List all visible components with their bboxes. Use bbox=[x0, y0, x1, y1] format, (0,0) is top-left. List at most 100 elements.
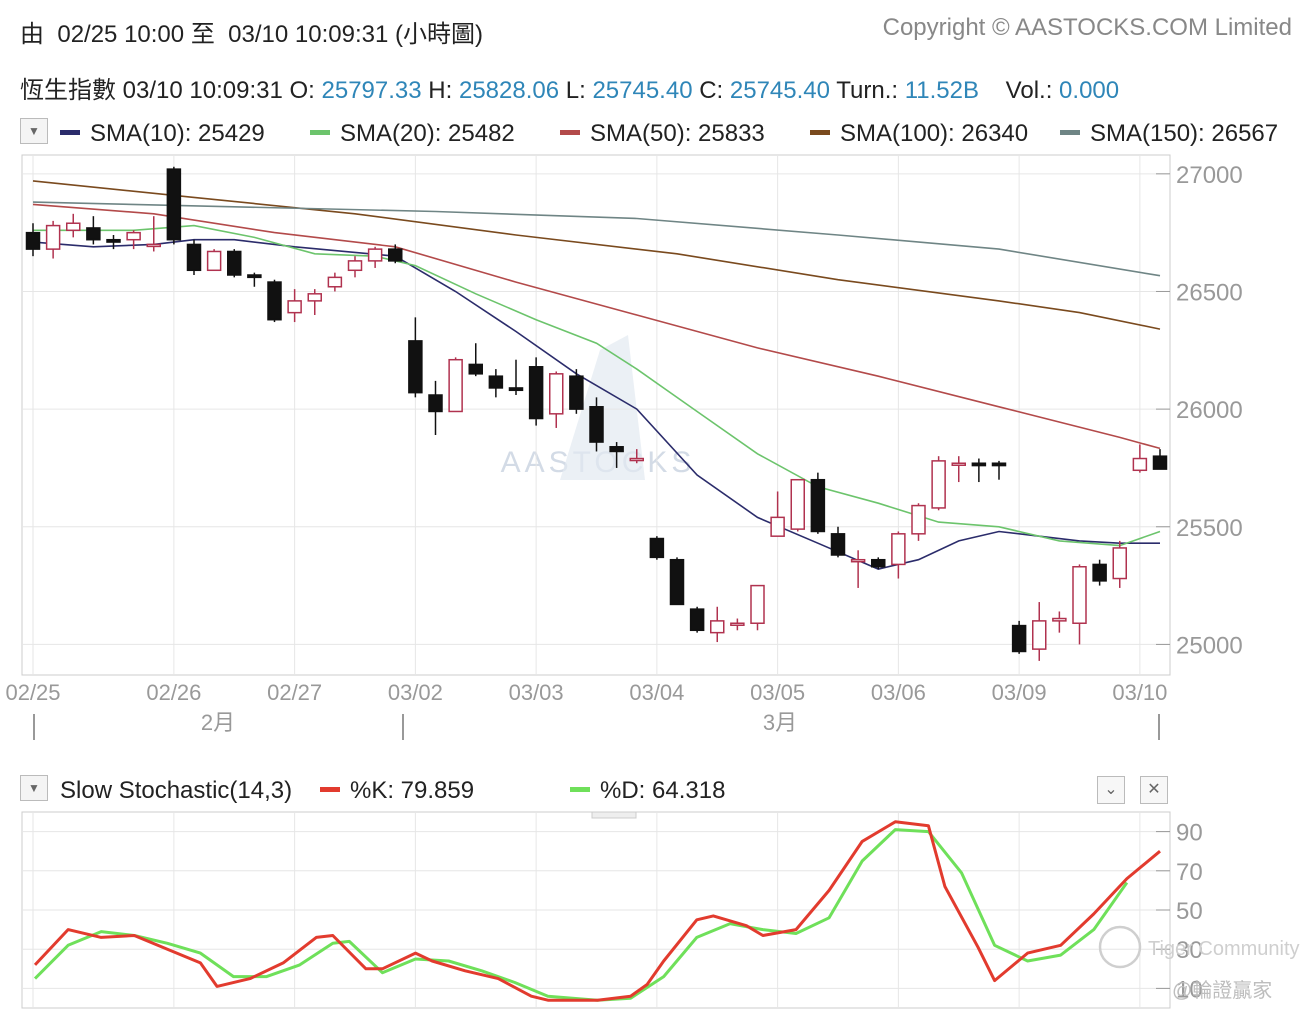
candle[interactable] bbox=[126, 230, 141, 250]
candle[interactable] bbox=[1032, 602, 1047, 661]
x-tick-label: 02/26 bbox=[146, 680, 201, 705]
candle-body bbox=[629, 457, 644, 462]
candle[interactable] bbox=[891, 531, 906, 579]
candle[interactable] bbox=[448, 357, 463, 413]
candle[interactable] bbox=[991, 460, 1007, 480]
stoch-tick-label: 10 bbox=[1176, 976, 1203, 1003]
legend-item-sma20: SMA(20): 25482 bbox=[310, 120, 515, 148]
candle-body bbox=[347, 260, 363, 272]
candle[interactable] bbox=[347, 256, 363, 278]
candle[interactable] bbox=[589, 397, 604, 452]
candle-body bbox=[287, 300, 302, 314]
candle[interactable] bbox=[1092, 559, 1107, 586]
candle[interactable] bbox=[569, 369, 584, 414]
candle-body bbox=[448, 358, 463, 413]
candle[interactable] bbox=[287, 289, 302, 323]
candle[interactable] bbox=[106, 235, 121, 250]
candle[interactable] bbox=[710, 606, 725, 643]
candle[interactable] bbox=[206, 249, 222, 272]
candle[interactable] bbox=[25, 223, 41, 257]
candle[interactable] bbox=[1011, 620, 1027, 654]
candle[interactable] bbox=[931, 456, 946, 511]
close-panel-button[interactable]: ✕ bbox=[1140, 776, 1168, 804]
candle[interactable] bbox=[871, 557, 886, 570]
candle[interactable] bbox=[66, 213, 81, 238]
collapse-panel-button[interactable]: ⌄ bbox=[1097, 776, 1125, 804]
candle-body bbox=[528, 366, 544, 420]
candle[interactable] bbox=[1052, 611, 1067, 633]
candle-body bbox=[951, 462, 966, 466]
candle[interactable] bbox=[247, 272, 262, 287]
legend-item-d: %D: 64.318 bbox=[570, 777, 725, 805]
candle[interactable] bbox=[508, 359, 524, 395]
candle[interactable] bbox=[770, 491, 785, 537]
candle[interactable] bbox=[428, 380, 443, 435]
sma-line-sma50 bbox=[32, 203, 1161, 450]
stoch-tick-label: 30 bbox=[1176, 937, 1203, 964]
candle-body bbox=[1011, 624, 1027, 653]
legend-swatch bbox=[560, 130, 580, 136]
candlestick-chart[interactable]: AASTOCKS 250002550026000265002700002/250… bbox=[0, 0, 1308, 760]
candle[interactable] bbox=[488, 369, 504, 398]
x-tick-label: 03/06 bbox=[871, 680, 926, 705]
candle-body bbox=[468, 363, 483, 375]
candle[interactable] bbox=[649, 536, 665, 560]
candle[interactable] bbox=[388, 244, 403, 264]
legend-swatch bbox=[810, 130, 830, 136]
indicator-dropdown-button[interactable]: ▼ bbox=[20, 775, 48, 801]
candle-body bbox=[86, 227, 101, 241]
candle[interactable] bbox=[669, 557, 685, 606]
candle[interactable] bbox=[267, 279, 282, 323]
candle-body bbox=[830, 533, 846, 556]
panel-resize-handle[interactable] bbox=[591, 811, 637, 819]
y-tick-label: 25000 bbox=[1176, 632, 1243, 659]
candle[interactable] bbox=[146, 216, 161, 252]
candle[interactable] bbox=[166, 166, 182, 245]
candle[interactable] bbox=[790, 478, 805, 532]
candle[interactable] bbox=[549, 371, 564, 428]
candle[interactable] bbox=[850, 550, 866, 588]
legend-label: SMA(50): 25833 bbox=[590, 120, 765, 147]
candle[interactable] bbox=[1132, 444, 1148, 473]
quote-summary: 恆生指數 03/10 10:09:31 O: 25797.33 H: 25828… bbox=[20, 70, 1119, 105]
candle[interactable] bbox=[468, 343, 483, 377]
candle[interactable] bbox=[689, 606, 705, 633]
y-tick-label: 27000 bbox=[1176, 162, 1243, 189]
main-chart-dropdown-button[interactable]: ▼ bbox=[20, 118, 48, 144]
chevron-down-icon: ⌄ bbox=[1104, 781, 1118, 798]
tiger-logo-icon bbox=[1098, 925, 1142, 969]
candle[interactable] bbox=[45, 220, 61, 259]
candle[interactable] bbox=[629, 449, 644, 464]
candle[interactable] bbox=[971, 458, 987, 483]
candle[interactable] bbox=[911, 503, 926, 541]
candle[interactable] bbox=[327, 272, 343, 292]
candle[interactable] bbox=[1072, 564, 1087, 645]
candle[interactable] bbox=[1152, 449, 1168, 470]
candle[interactable] bbox=[86, 216, 101, 245]
candle-body bbox=[146, 243, 161, 248]
candle-body bbox=[569, 375, 584, 410]
candle-body bbox=[508, 387, 524, 392]
copyright-notice: Copyright © AASTOCKS.COM Limited bbox=[882, 14, 1292, 41]
candle[interactable] bbox=[830, 526, 846, 558]
candle[interactable] bbox=[408, 317, 423, 398]
x-tick-label: 03/03 bbox=[509, 680, 564, 705]
candle[interactable] bbox=[367, 246, 383, 268]
x-tick-label: 02/25 bbox=[5, 680, 60, 705]
candle[interactable] bbox=[227, 249, 242, 278]
legend-label: SMA(150): 26567 bbox=[1090, 120, 1279, 147]
candle[interactable] bbox=[1112, 540, 1127, 588]
candle[interactable] bbox=[951, 456, 966, 483]
candle[interactable] bbox=[810, 472, 826, 534]
x-tick-label: 03/09 bbox=[992, 680, 1047, 705]
candle[interactable] bbox=[730, 618, 745, 631]
legend-swatch bbox=[1060, 130, 1080, 136]
candle-body bbox=[649, 537, 665, 559]
candle-body bbox=[891, 533, 906, 566]
candle[interactable] bbox=[750, 584, 765, 631]
range-suffix: (小時圖) bbox=[394, 21, 483, 48]
candle[interactable] bbox=[186, 239, 202, 275]
candle[interactable] bbox=[528, 357, 544, 426]
candle[interactable] bbox=[307, 289, 322, 315]
candle[interactable] bbox=[609, 442, 624, 468]
